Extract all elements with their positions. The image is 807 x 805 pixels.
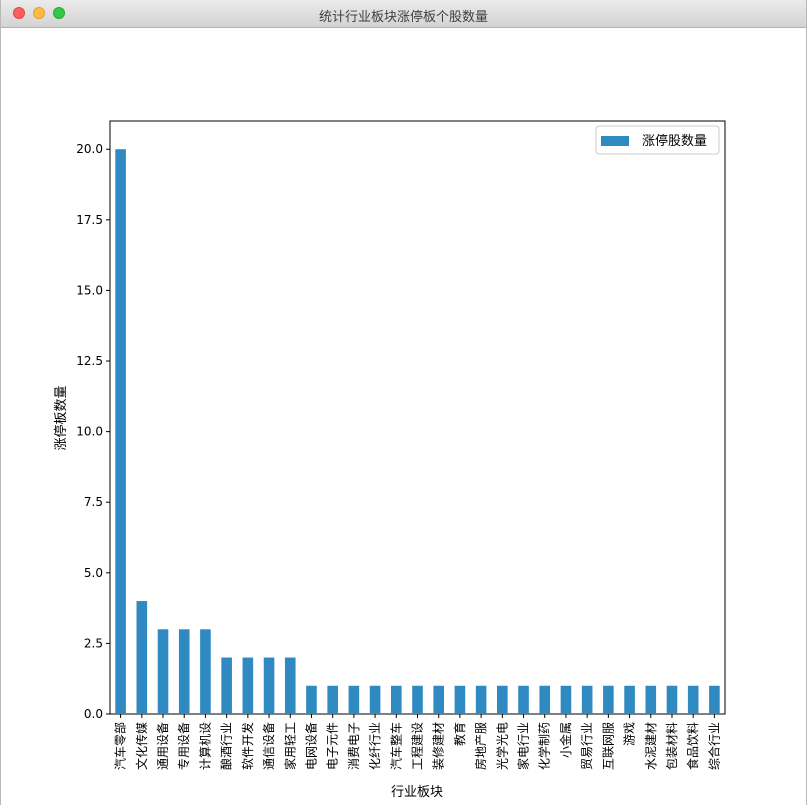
x-tick-label: 贸易行业	[580, 722, 594, 770]
x-tick-label: 食品饮料	[685, 722, 700, 770]
bar	[603, 685, 614, 714]
bar	[178, 629, 190, 714]
minimize-window-icon[interactable]	[33, 7, 45, 19]
y-tick-label: 0.0	[84, 707, 103, 721]
bar	[687, 685, 699, 714]
y-tick-label: 20.0	[76, 142, 103, 156]
bar	[157, 629, 169, 714]
legend-frame	[595, 125, 720, 155]
bar	[242, 657, 254, 714]
bar	[221, 657, 232, 714]
bar	[518, 685, 529, 714]
x-tick-label: 光学光电	[494, 722, 509, 770]
bar	[306, 685, 317, 714]
x-tick-label: 专用设备	[176, 722, 191, 770]
bar	[581, 685, 593, 714]
x-tick-label: 教育	[452, 722, 467, 746]
x-tick-label: 综合行业	[706, 722, 721, 770]
x-tick-label: 家电行业	[516, 722, 531, 770]
bar	[624, 685, 635, 714]
bar	[560, 685, 572, 714]
y-tick-label: 7.5	[84, 495, 103, 509]
x-tick-label: 电网设备	[304, 722, 318, 770]
bar	[390, 685, 402, 714]
bar	[497, 685, 508, 714]
x-tick-label: 包装材料	[665, 722, 679, 770]
x-tick-label: 化纤行业	[368, 722, 382, 770]
bar	[709, 685, 720, 714]
x-tick-label: 工程建设	[410, 722, 425, 770]
x-tick-label: 装修建材	[431, 722, 446, 770]
bar	[284, 657, 296, 714]
bar	[433, 685, 445, 714]
x-tick-label: 游戏	[623, 722, 637, 746]
bar	[475, 685, 487, 714]
window-title: 统计行业板块涨停板个股数量	[318, 10, 488, 25]
x-tick-label: 家用轻工	[282, 722, 297, 770]
y-tick-label: 12.5	[76, 354, 103, 368]
figure-canvas: 0.0 2.5 5.0 7.5 10.0 12.5 15.0 17.5 20.0 汽车零部 文化传…	[8, 28, 805, 805]
bar	[539, 685, 551, 714]
bar	[263, 657, 275, 714]
y-axis-label: 涨停板数量	[53, 385, 69, 450]
bar-chart: 0.0 2.5 5.0 7.5 10.0 12.5 15.0 17.5 20.0 汽车零部 文化传…	[53, 120, 726, 800]
x-tick-label: 通信设备	[262, 722, 276, 770]
bar	[115, 149, 126, 714]
x-tick-label: 房地产服	[473, 722, 488, 770]
x-tick-label: 小金属	[558, 722, 573, 758]
legend: 涨停股数量	[595, 125, 720, 155]
x-tick-label: 汽车整车	[388, 722, 403, 770]
bar	[327, 685, 338, 714]
x-tick-label: 消费电子	[347, 722, 361, 770]
bar	[666, 685, 678, 714]
bar	[136, 601, 148, 714]
x-axis-label: 行业板块	[391, 785, 443, 800]
x-tick-label: 汽车零部	[113, 722, 128, 770]
x-tick-label: 酿酒行业	[219, 722, 234, 770]
x-tick-label: 计算机设	[197, 722, 212, 770]
bar	[412, 685, 423, 714]
bar	[348, 685, 360, 714]
x-tick-label: 通用设备	[156, 722, 170, 770]
x-tick-label: 水泥建材	[644, 722, 658, 770]
x-tick-label: 互联网服	[601, 722, 615, 770]
y-tick-label: 5.0	[84, 566, 103, 580]
plot-area	[109, 120, 726, 715]
y-tick-label: 17.5	[76, 213, 103, 227]
legend-swatch	[601, 136, 629, 146]
bar	[369, 685, 381, 714]
maximize-window-icon[interactable]	[53, 7, 65, 19]
bar	[645, 685, 657, 714]
y-tick-label: 10.0	[76, 425, 103, 439]
y-tick-label: 2.5	[84, 636, 103, 650]
x-tick-label: 化学制药	[537, 722, 552, 770]
x-tick-label: 电子元件	[326, 722, 340, 770]
x-tick-label: 软件开发	[240, 722, 255, 770]
x-tick-label: 文化传媒	[134, 722, 149, 770]
bar	[454, 685, 466, 714]
close-window-icon[interactable]	[13, 7, 25, 19]
legend-entry: 涨停股数量	[642, 133, 707, 149]
y-tick-label: 15.0	[76, 283, 103, 297]
bar	[200, 629, 211, 714]
title-bar[interactable]: 统计行业板块涨停板个股数量	[1, 0, 806, 28]
